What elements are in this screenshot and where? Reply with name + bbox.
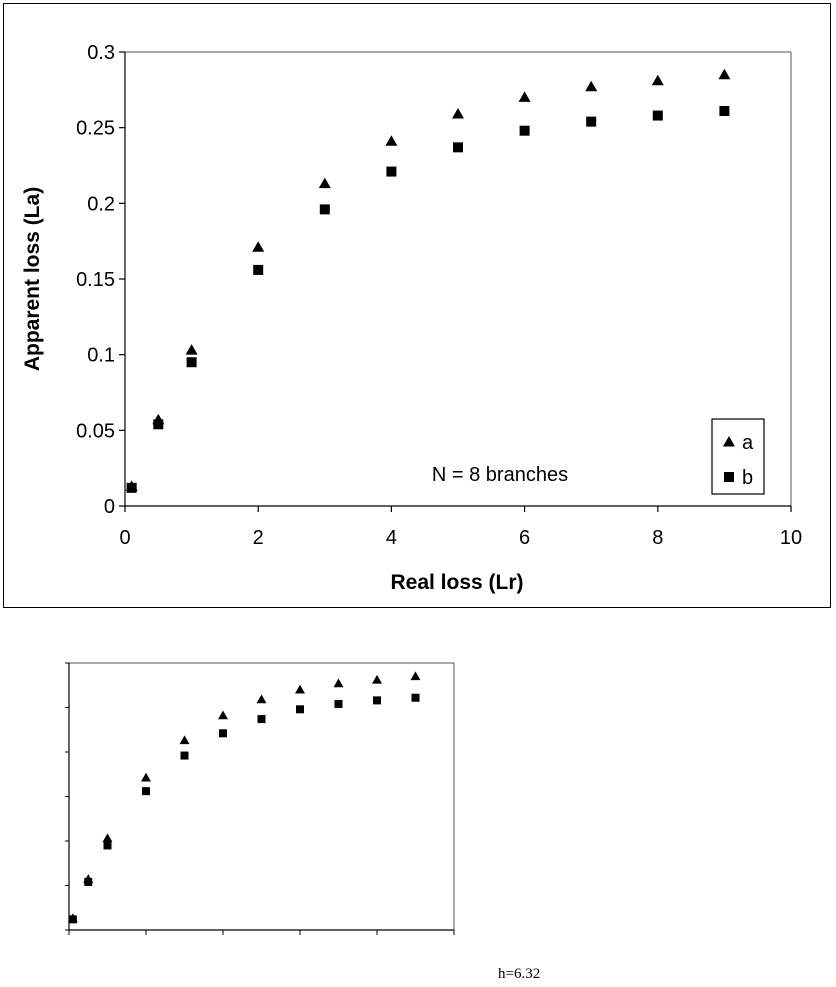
legend-label-b: b bbox=[742, 467, 753, 489]
thumb-data-point-triangle bbox=[410, 671, 421, 681]
thumb-data-point-square bbox=[68, 915, 77, 924]
thumb-data-point-square bbox=[180, 751, 189, 760]
data-point-b bbox=[586, 116, 597, 127]
data-point-a bbox=[185, 344, 198, 355]
x-tick-label: 2 bbox=[253, 527, 264, 549]
data-point-b bbox=[652, 110, 663, 121]
data-point-a bbox=[252, 241, 265, 252]
data-point-a bbox=[518, 91, 531, 102]
y-tick-label: 0 bbox=[104, 496, 115, 518]
thumb-data-point-triangle bbox=[218, 710, 228, 720]
legend-box bbox=[711, 418, 765, 495]
thumb-data-point-square bbox=[103, 841, 112, 850]
thumb-data-point-square bbox=[296, 705, 304, 714]
data-point-b bbox=[453, 142, 463, 153]
main-chart-frame bbox=[3, 3, 831, 608]
data-point-b bbox=[126, 482, 137, 493]
legend-marker-b bbox=[724, 472, 734, 482]
data-point-b bbox=[386, 166, 397, 177]
data-point-b bbox=[153, 419, 164, 430]
data-point-b bbox=[319, 204, 330, 215]
thumb-data-point-triangle bbox=[256, 694, 267, 704]
thumb-data-point-square bbox=[142, 787, 150, 796]
x-tick-label: 6 bbox=[519, 527, 530, 549]
data-point-a bbox=[585, 80, 598, 92]
thumb-data-point-triangle bbox=[102, 833, 113, 843]
y-tick-label: 0.1 bbox=[87, 345, 115, 367]
thumb-data-point-triangle bbox=[333, 678, 344, 688]
thumb-data-point-square bbox=[373, 696, 381, 705]
data-point-a bbox=[718, 68, 731, 80]
y-tick-label: 0.3 bbox=[87, 42, 115, 64]
x-tick-label: 8 bbox=[652, 527, 663, 549]
thumb-data-point-square bbox=[411, 693, 420, 702]
x-axis-title: Real loss (Lr) bbox=[390, 571, 523, 594]
data-point-a bbox=[452, 108, 464, 119]
thumb-data-point-triangle bbox=[295, 684, 305, 694]
x-tick-label: 4 bbox=[386, 527, 397, 549]
x-tick-label: 0 bbox=[119, 527, 130, 549]
thumb-data-point-square bbox=[257, 715, 266, 724]
data-point-b bbox=[253, 264, 264, 275]
y-tick-label: 0.25 bbox=[76, 118, 115, 140]
y-axis-title: Apparent loss (La) bbox=[21, 187, 44, 371]
thumb-data-point-triangle bbox=[141, 772, 151, 782]
thumb-data-point-square bbox=[84, 877, 93, 886]
legend-marker-a bbox=[723, 436, 735, 447]
y-tick-label: 0.2 bbox=[87, 193, 115, 215]
y-tick-label: 0.05 bbox=[76, 420, 115, 442]
data-point-b bbox=[719, 106, 730, 117]
data-point-b bbox=[186, 357, 197, 368]
thumb-data-point-square bbox=[219, 729, 227, 738]
thumb-data-point-triangle bbox=[372, 674, 382, 684]
data-point-a bbox=[385, 135, 398, 146]
legend-label-a: a bbox=[742, 432, 754, 454]
annotation-text: N = 8 branches bbox=[432, 464, 568, 486]
x-tick-label: 10 bbox=[780, 527, 802, 549]
thumb-data-point-triangle bbox=[179, 735, 190, 745]
thumb-data-point-square bbox=[334, 699, 343, 708]
y-tick-label: 0.15 bbox=[76, 269, 115, 291]
data-point-a bbox=[318, 177, 331, 189]
footnote-text: h=6.32 bbox=[498, 966, 541, 982]
data-point-b bbox=[519, 125, 530, 136]
data-point-a bbox=[651, 74, 664, 86]
